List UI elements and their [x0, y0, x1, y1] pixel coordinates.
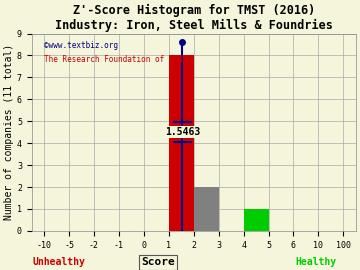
Y-axis label: Number of companies (11 total): Number of companies (11 total): [4, 44, 14, 220]
Text: 1.5463: 1.5463: [165, 127, 200, 137]
Bar: [169, 55, 194, 231]
Title: Z'-Score Histogram for TMST (2016)
Industry: Iron, Steel Mills & Foundries: Z'-Score Histogram for TMST (2016) Indus…: [55, 4, 333, 32]
Text: The Research Foundation of SUNY: The Research Foundation of SUNY: [44, 55, 188, 65]
Bar: [194, 187, 219, 231]
Text: Unhealthy: Unhealthy: [32, 257, 85, 267]
Bar: [244, 209, 269, 231]
Text: Healthy: Healthy: [295, 257, 336, 267]
Text: ©www.textbiz.org: ©www.textbiz.org: [44, 41, 118, 50]
Text: Score: Score: [141, 257, 175, 267]
